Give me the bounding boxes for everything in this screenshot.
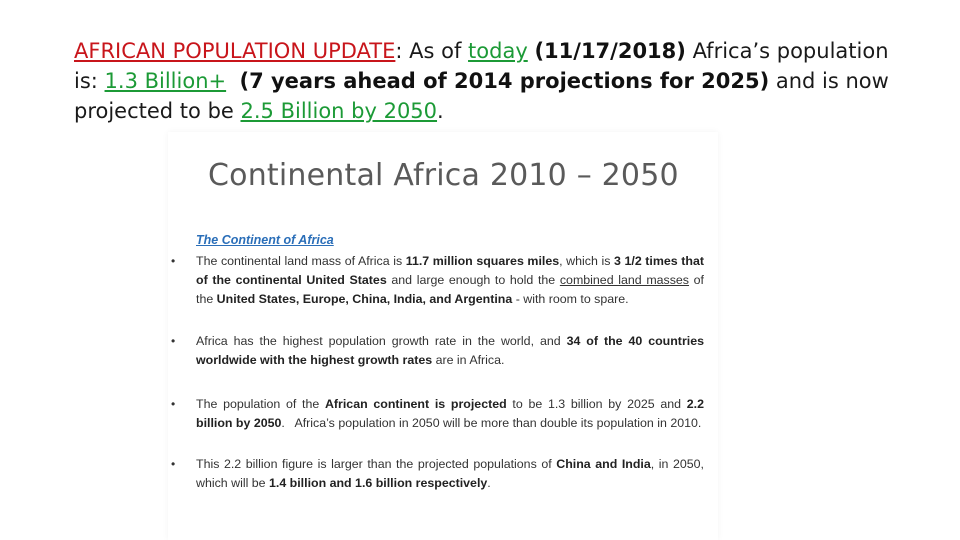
- bullet-strong: African continent is projected: [324, 397, 507, 411]
- bullet-strong: 1.4 billion and 1.6 billion respectively: [269, 476, 488, 490]
- slide-image: Continental Africa 2010 – 2050 The Conti…: [168, 132, 718, 540]
- bullet-text: , in 2050, which will be: [196, 457, 705, 490]
- headline-text-5: and is now projected to be: [74, 69, 889, 123]
- bullet-text: Africa has the highest population growth…: [196, 334, 567, 348]
- bullet-strong: China and India: [556, 457, 651, 471]
- bullet-item-projection: • The population of the African continent…: [168, 395, 718, 433]
- bullet-strong: 11.7 million squares miles: [405, 254, 560, 268]
- bullet-icon: •: [171, 334, 176, 348]
- headline-text-1: : As of: [395, 39, 469, 63]
- bullet-text: .: [487, 476, 491, 490]
- headline-text-6: .: [437, 99, 444, 123]
- bullet-text: The population of the: [196, 397, 325, 411]
- bullet-underlined: combined land masses: [559, 273, 690, 287]
- bullet-item-land-mass: • The continental land mass of Africa is …: [168, 252, 718, 309]
- bullet-strong: 2.2 billion by 2050: [196, 397, 704, 430]
- bullet-icon: •: [171, 397, 176, 411]
- bullet-text: , which is: [559, 254, 614, 268]
- bullet-text: to be 1.3 billion by 2025 and: [506, 397, 687, 411]
- headline-text-4: [226, 69, 239, 93]
- update-label: AFRICAN POPULATION UPDATE: [74, 39, 396, 63]
- bullet-text: This 2.2 billion figure is larger than t…: [196, 457, 557, 471]
- bullet-text: - with room to spare.: [512, 292, 629, 306]
- headline-paragraph: AFRICAN POPULATION UPDATE: As of today (…: [74, 36, 894, 126]
- projection-figure: 2.5 Billion by 2050: [240, 99, 438, 123]
- bullet-list: • The continental land mass of Africa is …: [168, 252, 718, 493]
- bullet-item-growth-rate: • Africa has the highest population growt…: [168, 332, 718, 370]
- bullet-text: of the: [196, 273, 705, 306]
- bullet-strong: 34 of the 40 countries worldwide with th…: [196, 334, 704, 367]
- population-figure: 1.3 Billion+: [104, 69, 227, 93]
- bullet-strong: 3 1/2 times that of the continental Unit…: [196, 254, 704, 287]
- slide-title: Continental Africa 2010 – 2050: [208, 158, 679, 193]
- bullet-icon: •: [171, 457, 176, 471]
- bullet-strong: United States, Europe, China, India, and…: [216, 292, 513, 306]
- bullet-text: . Africa’s population in 2050 will be mo…: [281, 416, 702, 430]
- today-text: today: [468, 39, 528, 63]
- date-text: (11/17/2018): [534, 39, 686, 63]
- bullet-icon: •: [171, 254, 176, 268]
- section-heading: The Continent of Africa: [196, 233, 334, 247]
- bullet-text: are in Africa.: [432, 353, 505, 367]
- bullet-text: and large enough to hold the: [386, 273, 560, 287]
- headline-text-3: Africa’s population is:: [74, 39, 889, 93]
- ahead-note: (7 years ahead of 2014 projections for 2…: [239, 69, 770, 93]
- bullet-item-comparison: • This 2.2 billion figure is larger than …: [168, 455, 718, 493]
- bullet-text: The continental land mass of Africa is: [196, 254, 406, 268]
